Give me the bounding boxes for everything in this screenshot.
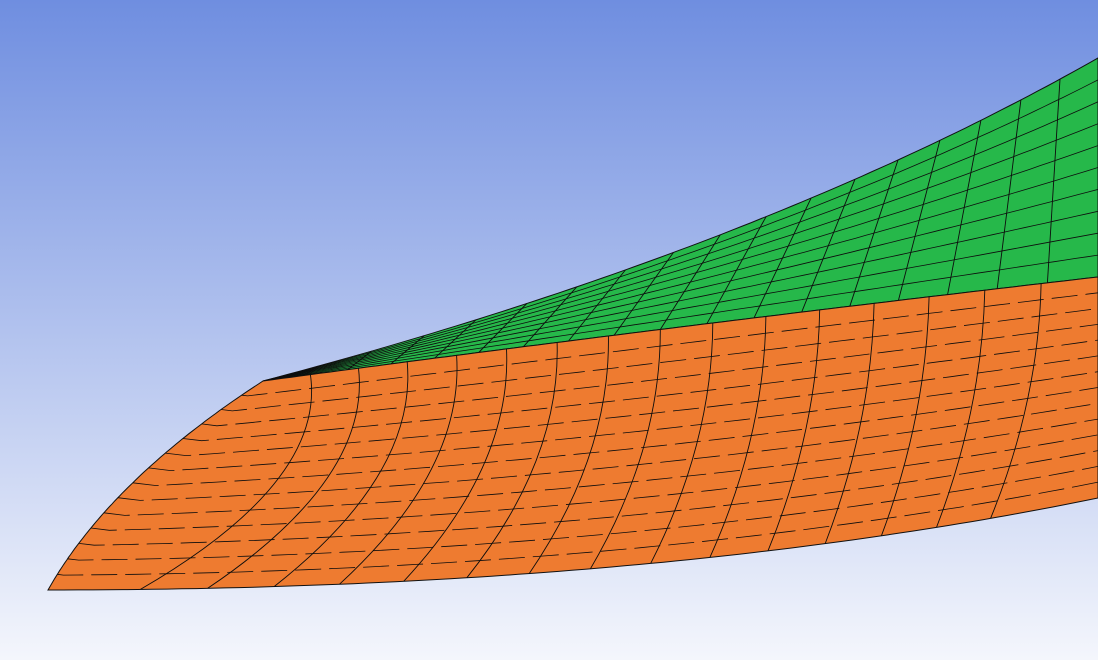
side-face-mesh-row-line xyxy=(221,308,1098,412)
side-face-mesh-col-line xyxy=(403,348,508,582)
side-face-mesh-col-line xyxy=(767,309,821,551)
top-face-mesh-col-line xyxy=(522,286,578,348)
side-face-mesh-row-line xyxy=(201,324,1098,427)
top-face-mesh-col-line xyxy=(897,140,941,301)
side-face-mesh-col-line xyxy=(207,368,360,589)
side-face-mesh-col-line xyxy=(880,296,930,536)
side-face-mesh-col-line xyxy=(273,361,409,587)
side-face-mesh-row-line xyxy=(67,466,1098,561)
side-face-mesh-col-line xyxy=(528,335,609,574)
top-face-mesh-col-line xyxy=(478,303,528,353)
side-face-mesh-row-line xyxy=(241,292,1098,397)
top-surface-green[interactable] xyxy=(262,57,1098,382)
side-face-mesh-row-line xyxy=(78,450,1098,546)
side-face-mesh-col-line xyxy=(466,342,558,578)
side-face-mesh-row-line xyxy=(132,387,1098,486)
top-face-mesh-col-line xyxy=(753,197,812,319)
top-face-mesh-col-line xyxy=(304,365,318,376)
side-face-mesh-col-line xyxy=(824,303,875,544)
side-surface-orange[interactable] xyxy=(47,276,1098,591)
side-face-mesh-row-line xyxy=(103,418,1098,516)
side-face-mesh-row-line xyxy=(148,371,1098,472)
side-face-fill xyxy=(47,276,1098,591)
top-face-mesh-col-line xyxy=(659,234,721,330)
top-face-mesh-col-line xyxy=(706,216,767,324)
side-face-mesh-row-line xyxy=(165,355,1098,457)
top-face-mesh-col-line xyxy=(996,99,1022,289)
top-face-mesh-col-line xyxy=(849,159,899,307)
top-face-mesh-col-line xyxy=(568,269,626,342)
top-face-mesh-col-line xyxy=(390,335,425,365)
top-face-mesh-col-line xyxy=(1046,79,1061,283)
top-face-mesh-col-line xyxy=(613,252,674,336)
side-face-mesh-col-line xyxy=(709,316,767,558)
side-face-mesh-col-line xyxy=(140,374,312,590)
side-face-mesh-row-line xyxy=(90,434,1098,531)
side-face-mesh-row-line xyxy=(182,339,1098,442)
top-face-mesh-col-line xyxy=(347,350,372,370)
top-face-mesh-col-line xyxy=(801,179,856,313)
side-face-mesh-row-line xyxy=(117,402,1098,501)
side-face-mesh-col-line xyxy=(339,355,458,585)
top-face-mesh-col-line xyxy=(947,120,982,295)
top-face-mesh-col-line xyxy=(434,319,477,359)
side-face-mesh-col-line xyxy=(590,329,661,570)
side-face-mesh-col-line xyxy=(990,283,1042,519)
side-face-mesh-col-line xyxy=(936,290,986,528)
side-face-mesh-col-line xyxy=(650,322,714,564)
